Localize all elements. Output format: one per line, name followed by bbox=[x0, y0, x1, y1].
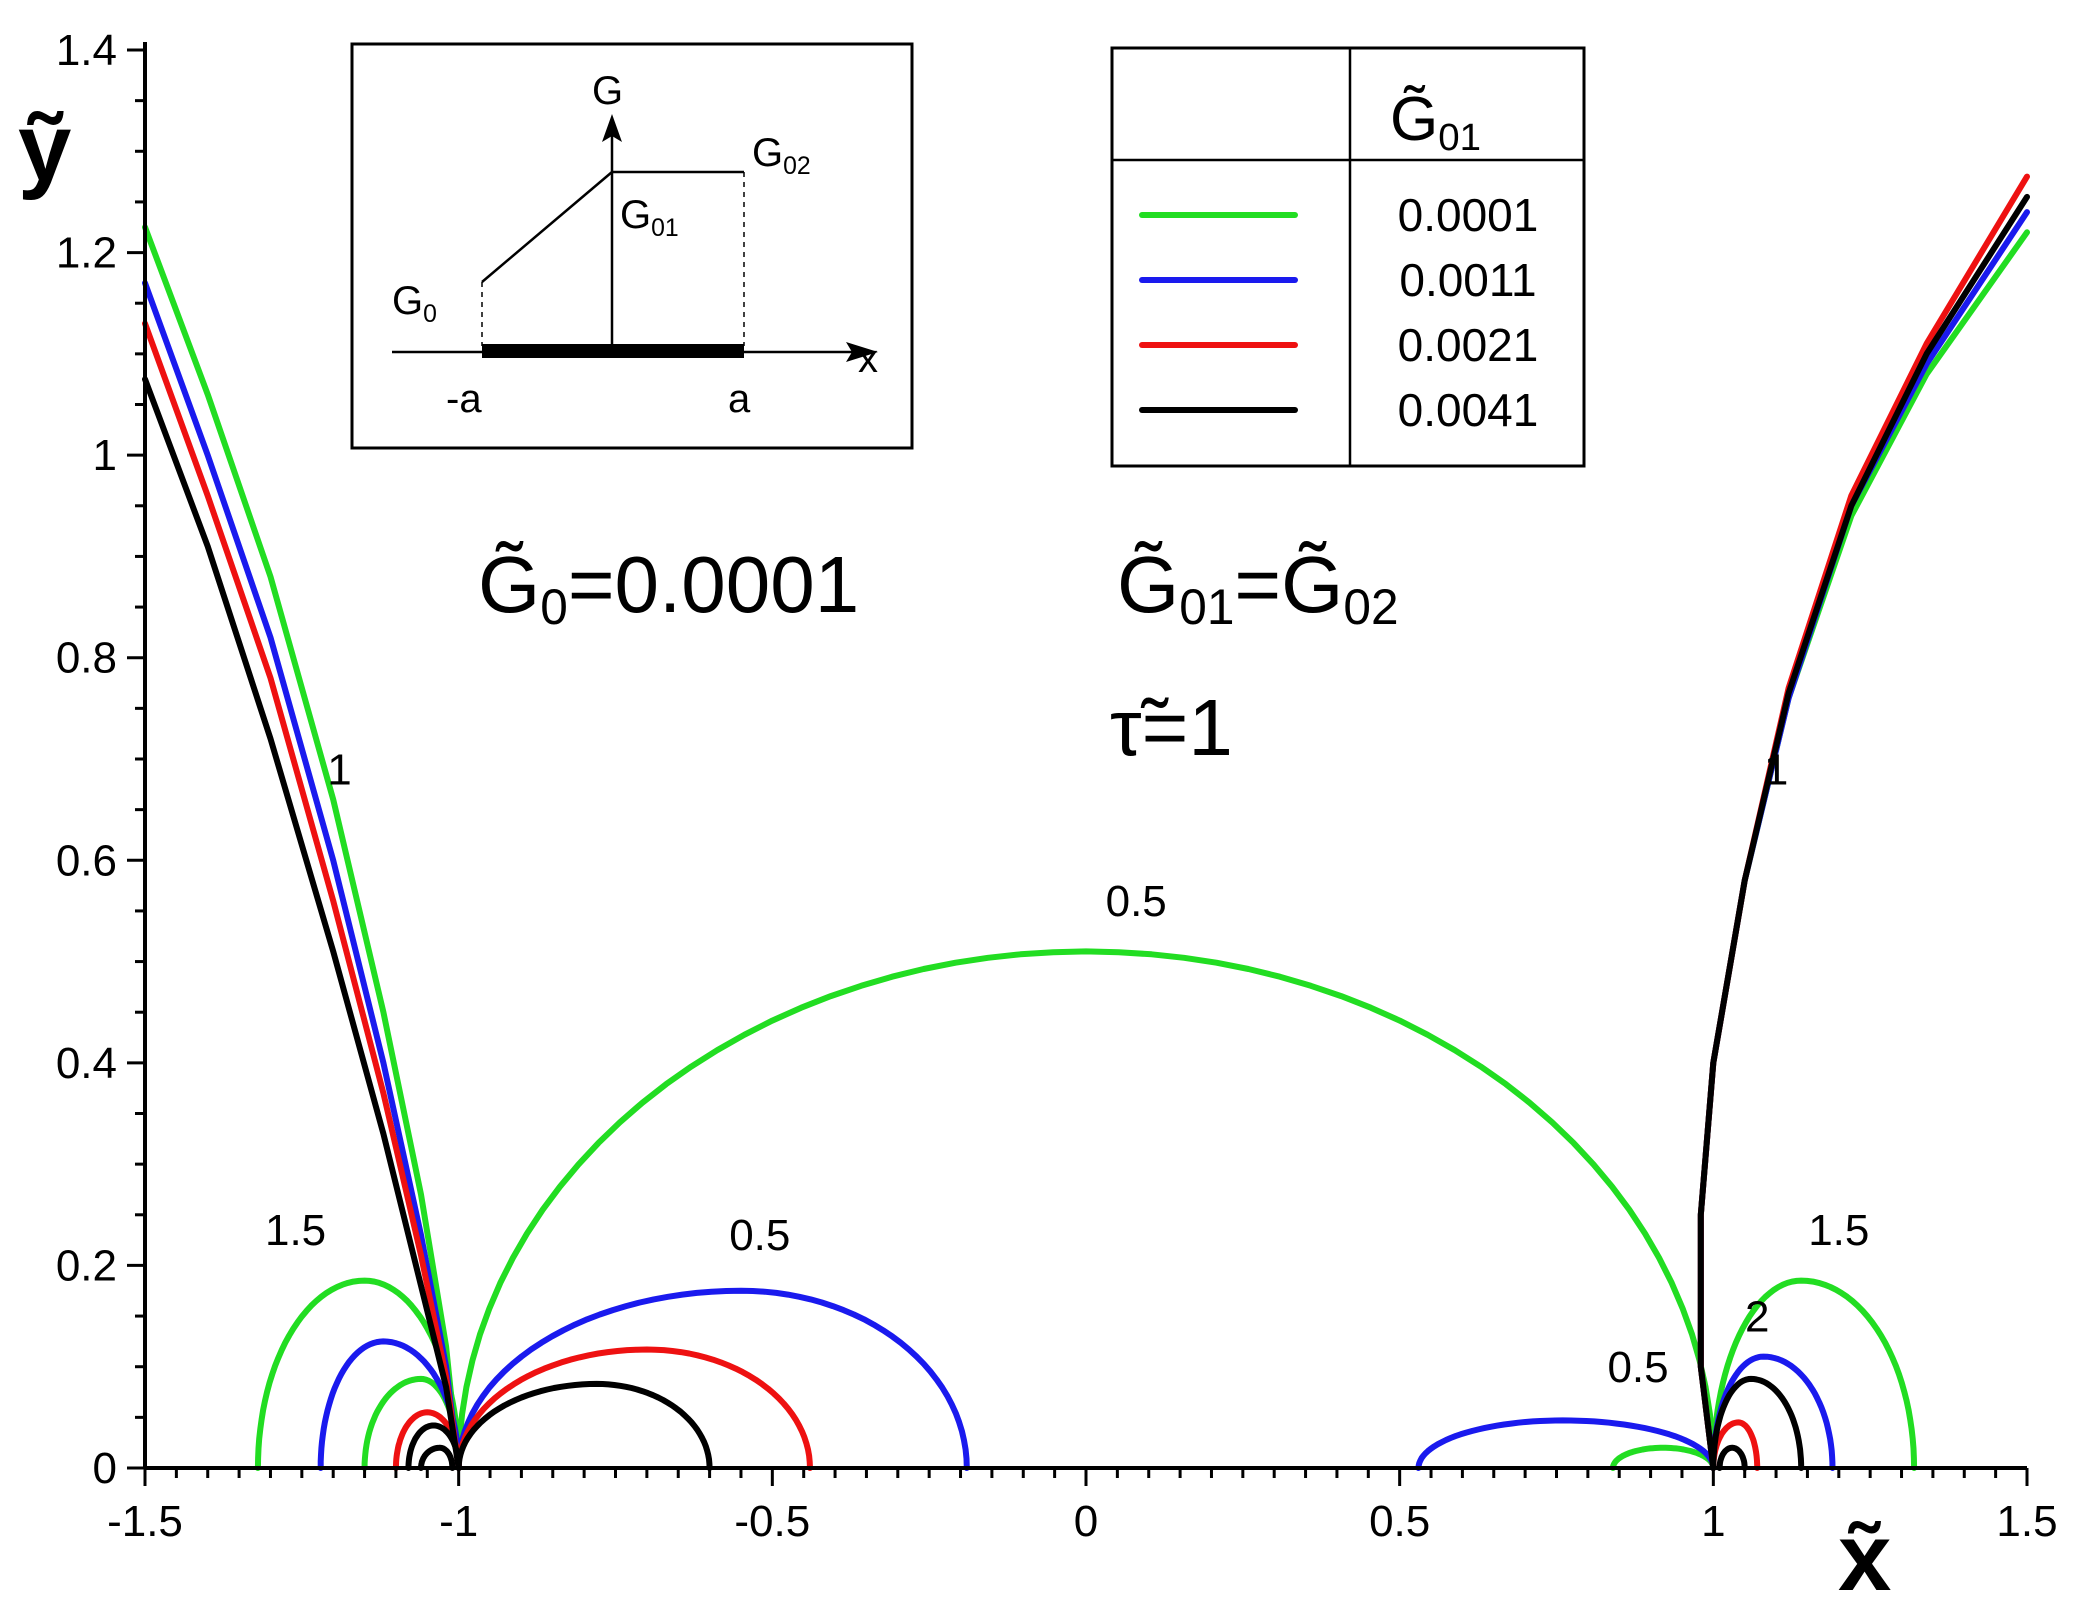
contour-label: 1.5 bbox=[265, 1206, 326, 1255]
series-0.0001-curve-0 bbox=[142, 224, 462, 1471]
x-tick-label: -0.5 bbox=[734, 1497, 810, 1546]
inset-a-label: a bbox=[728, 377, 751, 421]
series-0.0041-curve-2 bbox=[418, 1444, 456, 1471]
x-tick-label: 1.5 bbox=[1996, 1497, 2057, 1546]
y-tick-label: 0.4 bbox=[56, 1039, 117, 1088]
contour-label: 1 bbox=[1764, 745, 1788, 794]
g01-subscript: 01 bbox=[1179, 579, 1234, 635]
svg-text:G̃01=G̃02: G̃01=G̃02 bbox=[1117, 540, 1399, 635]
inset-g0-sub: 0 bbox=[423, 301, 437, 328]
inset-g-label: G bbox=[592, 69, 623, 113]
x-tick-label: -1.5 bbox=[107, 1497, 183, 1546]
inset-g0-label: G bbox=[392, 279, 423, 323]
contour-label: 1.5 bbox=[1808, 1206, 1869, 1255]
contour-label: 0.5 bbox=[1607, 1343, 1668, 1392]
series-0.0001-curve-5 bbox=[1710, 1277, 1918, 1471]
tau-annotation: τ̃=1 bbox=[1110, 683, 1233, 772]
y-tick-label: 0 bbox=[93, 1444, 117, 1493]
g0-annotation: G̃0=0.0001 bbox=[478, 540, 859, 635]
g0-subscript: 0 bbox=[540, 579, 568, 635]
contour-label: 1 bbox=[327, 745, 351, 794]
contour-labels: 1 1.5 0.5 0.5 0.5 1 1.5 2 bbox=[265, 745, 1869, 1392]
y-tick-label: 0.2 bbox=[56, 1241, 117, 1290]
svg-text:G̃01: G̃01 bbox=[1390, 85, 1481, 159]
legend-frame bbox=[1110, 46, 1586, 468]
y-tick-label: 1.4 bbox=[56, 26, 117, 75]
series-0.0041-curve-1 bbox=[405, 1422, 462, 1471]
series-0.0041-curve-3 bbox=[455, 1380, 713, 1471]
plot-area bbox=[142, 173, 2030, 1471]
x-tick-label: 0 bbox=[1074, 1497, 1098, 1546]
g02-symbol: G̃ bbox=[1281, 540, 1343, 629]
y-tick-label: 1.2 bbox=[56, 229, 117, 278]
inset-g02-sub: 02 bbox=[783, 153, 811, 180]
x-axis-title: x̃ bbox=[1838, 1504, 1891, 1604]
series-0.0021-curve-0 bbox=[142, 320, 462, 1471]
series-0.0011-curve-4 bbox=[1697, 209, 2030, 1471]
g0-value: =0.0001 bbox=[568, 540, 859, 629]
g01-symbol: G̃ bbox=[1117, 540, 1179, 629]
series-0.0041-curve-0 bbox=[142, 376, 462, 1471]
inset-g01-sub: 01 bbox=[651, 215, 679, 242]
series-0.0001-curve-3 bbox=[455, 948, 1717, 1471]
y-tick-label: 1 bbox=[93, 431, 117, 480]
series-0.0041-curve-4 bbox=[1697, 193, 2030, 1471]
legend-label-0.0001: 0.0001 bbox=[1398, 189, 1539, 241]
inset-frame bbox=[350, 42, 914, 450]
contour-label: 0.5 bbox=[1106, 877, 1167, 926]
inset-diagram: G x G0 G01 G02 -a a bbox=[350, 42, 914, 450]
series-0.0011-curve-3 bbox=[1415, 1417, 1717, 1471]
inset-ramp bbox=[481, 171, 613, 283]
x-tick-label: -1 bbox=[439, 1497, 478, 1546]
x-tick-label: 0.5 bbox=[1369, 1497, 1430, 1546]
contour-label: 2 bbox=[1745, 1292, 1769, 1341]
g02-subscript: 02 bbox=[1343, 579, 1398, 635]
inset-g01-label: G bbox=[620, 193, 651, 237]
legend-header-symbol: G̃ bbox=[1390, 85, 1438, 154]
x-tick-label: 1 bbox=[1701, 1497, 1725, 1546]
svg-text:G01: G01 bbox=[620, 193, 679, 242]
svg-text:G02: G02 bbox=[752, 131, 811, 180]
legend-label-0.0011: 0.0011 bbox=[1399, 254, 1536, 306]
legend-label-0.0021: 0.0021 bbox=[1398, 319, 1539, 371]
y-axis-title: ỹ bbox=[18, 94, 71, 201]
series-0.0041-curve-6 bbox=[1716, 1444, 1748, 1471]
series-0.0011-curve-2 bbox=[455, 1287, 970, 1471]
contour-label: 0.5 bbox=[729, 1211, 790, 1260]
g01-g02-annotation: G̃01=G̃02 bbox=[1117, 540, 1399, 635]
inset-g-arrow-icon bbox=[602, 114, 622, 142]
legend: G̃01 0.0001 0.0011 0.0021 0.0041 bbox=[1110, 46, 1586, 468]
equals-sign: = bbox=[1234, 540, 1281, 629]
inset-x-label: x bbox=[858, 337, 878, 381]
inset-x-arrow-icon bbox=[846, 342, 878, 362]
legend-entries: 0.0001 0.0011 0.0021 0.0041 bbox=[1139, 189, 1539, 436]
y-tick-label: 0.6 bbox=[56, 836, 117, 885]
svg-text:G̃0=0.0001: G̃0=0.0001 bbox=[478, 540, 859, 635]
inset-minus-a-label: -a bbox=[446, 377, 482, 421]
series-0.0021-curve-3 bbox=[1697, 173, 2030, 1471]
y-tick-label: 0.8 bbox=[56, 634, 117, 683]
series-0.0011-curve-5 bbox=[1710, 1353, 1836, 1471]
legend-label-0.0041: 0.0041 bbox=[1398, 384, 1539, 436]
svg-text:G0: G0 bbox=[392, 279, 437, 328]
inset-g02-label: G bbox=[752, 131, 783, 175]
legend-header-sub: 01 bbox=[1438, 116, 1481, 159]
g0-symbol: G̃ bbox=[478, 540, 540, 629]
series-0.0021-curve-2 bbox=[455, 1346, 813, 1471]
series-0.0041-curve-5 bbox=[1710, 1375, 1805, 1471]
axes: -1.5 -1 -0.5 0 0.5 1 1.5 0 0.2 0.4 0.6 0.8 1 1.2 1.4 bbox=[56, 26, 2058, 1546]
inset-segment bbox=[482, 344, 744, 358]
